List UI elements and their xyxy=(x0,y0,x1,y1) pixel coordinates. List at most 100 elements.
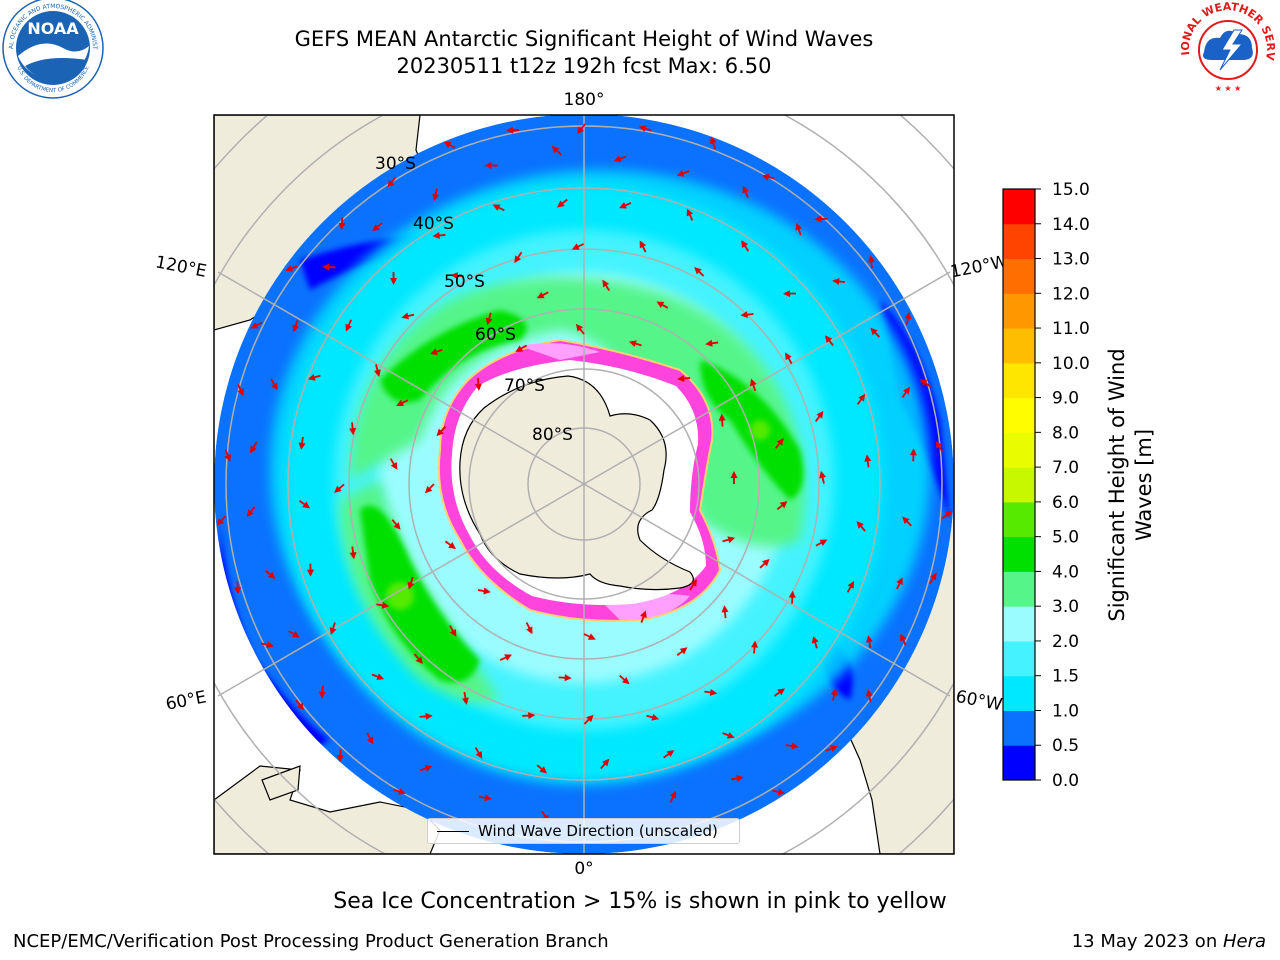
wind-arrow-head xyxy=(867,255,875,263)
colorbar-tick-label: 2.0 xyxy=(1052,632,1079,652)
wind-arrow-head xyxy=(374,369,381,377)
wind-arrow-head xyxy=(292,630,300,638)
wind-arrow-head xyxy=(856,521,864,529)
colorbar-tick-label: 9.0 xyxy=(1052,389,1079,409)
lon-label-180: 180° xyxy=(564,90,605,110)
wind-arrow-head xyxy=(762,559,770,567)
colorbar-tick-label: 15.0 xyxy=(1052,180,1090,200)
wind-arrow-head xyxy=(246,509,254,517)
wind-arrow-head xyxy=(271,382,278,391)
wind-arrow-head xyxy=(448,542,456,549)
wind-arrow-head xyxy=(250,322,259,329)
wind-arrow-head xyxy=(705,339,713,347)
wind-arrow-head xyxy=(461,697,469,705)
wind-arrow-head xyxy=(791,742,799,750)
colorbar-block xyxy=(1003,189,1035,225)
wind-arrow-head xyxy=(216,518,224,526)
colorbar-block xyxy=(1003,745,1035,781)
title-line-1: GEFS MEAN Antarctic Significant Height o… xyxy=(294,27,874,51)
wind-arrow-head xyxy=(677,374,685,382)
wind-arrow-head xyxy=(484,794,492,802)
wind-arrow-head xyxy=(870,327,878,336)
wind-arrow-head xyxy=(944,510,953,518)
wind-arrow-head xyxy=(432,193,440,202)
wind-arrow-head xyxy=(571,243,580,250)
colorbar-tick-label: 4.0 xyxy=(1052,562,1079,582)
wind-arrow-head xyxy=(782,290,791,298)
wind-arrow-head xyxy=(349,427,357,436)
colorbar-block xyxy=(1003,293,1035,329)
footer-host: Hera xyxy=(1222,931,1266,952)
wind-arrow-head xyxy=(742,185,749,194)
wind-arrow-head xyxy=(727,536,736,544)
wind-arrow-head xyxy=(307,373,316,381)
wind-arrow-head xyxy=(788,590,796,598)
wind-arrow-head xyxy=(847,581,855,589)
colorbar-label-line-1: Significant Height of Wind xyxy=(1105,348,1129,621)
colorbar-tick-label: 7.0 xyxy=(1052,458,1079,478)
wind-arrow-head xyxy=(415,656,423,665)
wind-arrow-head xyxy=(432,231,440,239)
wind-arrow-head xyxy=(577,126,585,135)
wind-arrow-head xyxy=(424,765,433,772)
wind-arrow-head xyxy=(619,202,627,209)
wind-arrow-head xyxy=(679,647,688,655)
legend-label: Wind Wave Direction (unscaled) xyxy=(478,822,718,840)
wind-arrow-head xyxy=(298,442,306,450)
latitude-labels: 30°S 40°S 50°S 60°S 70°S 80°S xyxy=(375,154,573,445)
wind-arrow-head xyxy=(666,750,675,758)
colorbar-block xyxy=(1003,571,1035,607)
wind-arrow-head xyxy=(628,340,637,348)
wind-arrow-head xyxy=(602,758,610,767)
lon-label-0: 0° xyxy=(574,859,593,879)
wind-arrow-head xyxy=(761,173,770,181)
colorbar-block xyxy=(1003,397,1035,433)
colorbar-block xyxy=(1003,328,1035,364)
wind-arrow-head xyxy=(795,222,803,231)
wind-arrow-head xyxy=(475,751,483,759)
wind-arrow-head xyxy=(709,136,717,145)
wind-arrow-head xyxy=(322,263,330,271)
wind-arrow-head xyxy=(900,633,907,642)
wind-arrow-head xyxy=(935,440,943,449)
antarctica xyxy=(459,375,694,591)
wind-arrow-head xyxy=(234,587,242,595)
wind-arrows xyxy=(216,123,953,823)
colorbar-block xyxy=(1003,362,1035,399)
wind-arrow-head xyxy=(785,352,792,361)
wind-arrow-head xyxy=(824,335,833,343)
wind-arrow-head xyxy=(779,501,788,509)
wind-arrow-head xyxy=(474,383,482,391)
sea-ice-note: Sea Ice Concentration > 15% is shown in … xyxy=(333,889,947,914)
wind-arrow-head xyxy=(398,788,406,795)
wind-arrow-head xyxy=(292,324,300,333)
colorbar-block xyxy=(1003,501,1035,538)
wind-arrow-head xyxy=(930,572,937,581)
wind-arrow-head xyxy=(483,587,491,595)
wind-arrow-head xyxy=(902,516,910,525)
wind-arrow-head xyxy=(776,438,784,446)
wind-arrow-head xyxy=(830,688,838,696)
wind-arrow-head xyxy=(651,713,660,721)
wind-arrow-head xyxy=(865,635,873,643)
nws-logo: NATIONAL WEATHER SERVICE ★ ★ ★ xyxy=(1176,0,1278,98)
wind-arrow-head xyxy=(613,155,622,163)
wind-arrow-head xyxy=(811,635,819,644)
wind-arrow-head xyxy=(690,579,697,587)
wind-arrow-head xyxy=(638,125,647,132)
wind-arrow-head xyxy=(307,569,315,577)
wind-arrow-head xyxy=(443,141,452,149)
wind-arrow-head xyxy=(816,410,824,419)
wind-arrow-head xyxy=(865,689,873,697)
map-frame xyxy=(213,114,955,855)
wind-arrow-head xyxy=(740,311,748,319)
wind-arrow-head xyxy=(903,386,910,395)
wind-arrow-head xyxy=(237,388,244,397)
lat-label-50s: 50°S xyxy=(444,272,485,292)
wind-arrow-head xyxy=(387,179,395,188)
wind-arrow-head xyxy=(396,399,405,406)
colorbar-tick-label: 5.0 xyxy=(1052,528,1079,548)
wind-arrow-head xyxy=(656,301,665,309)
